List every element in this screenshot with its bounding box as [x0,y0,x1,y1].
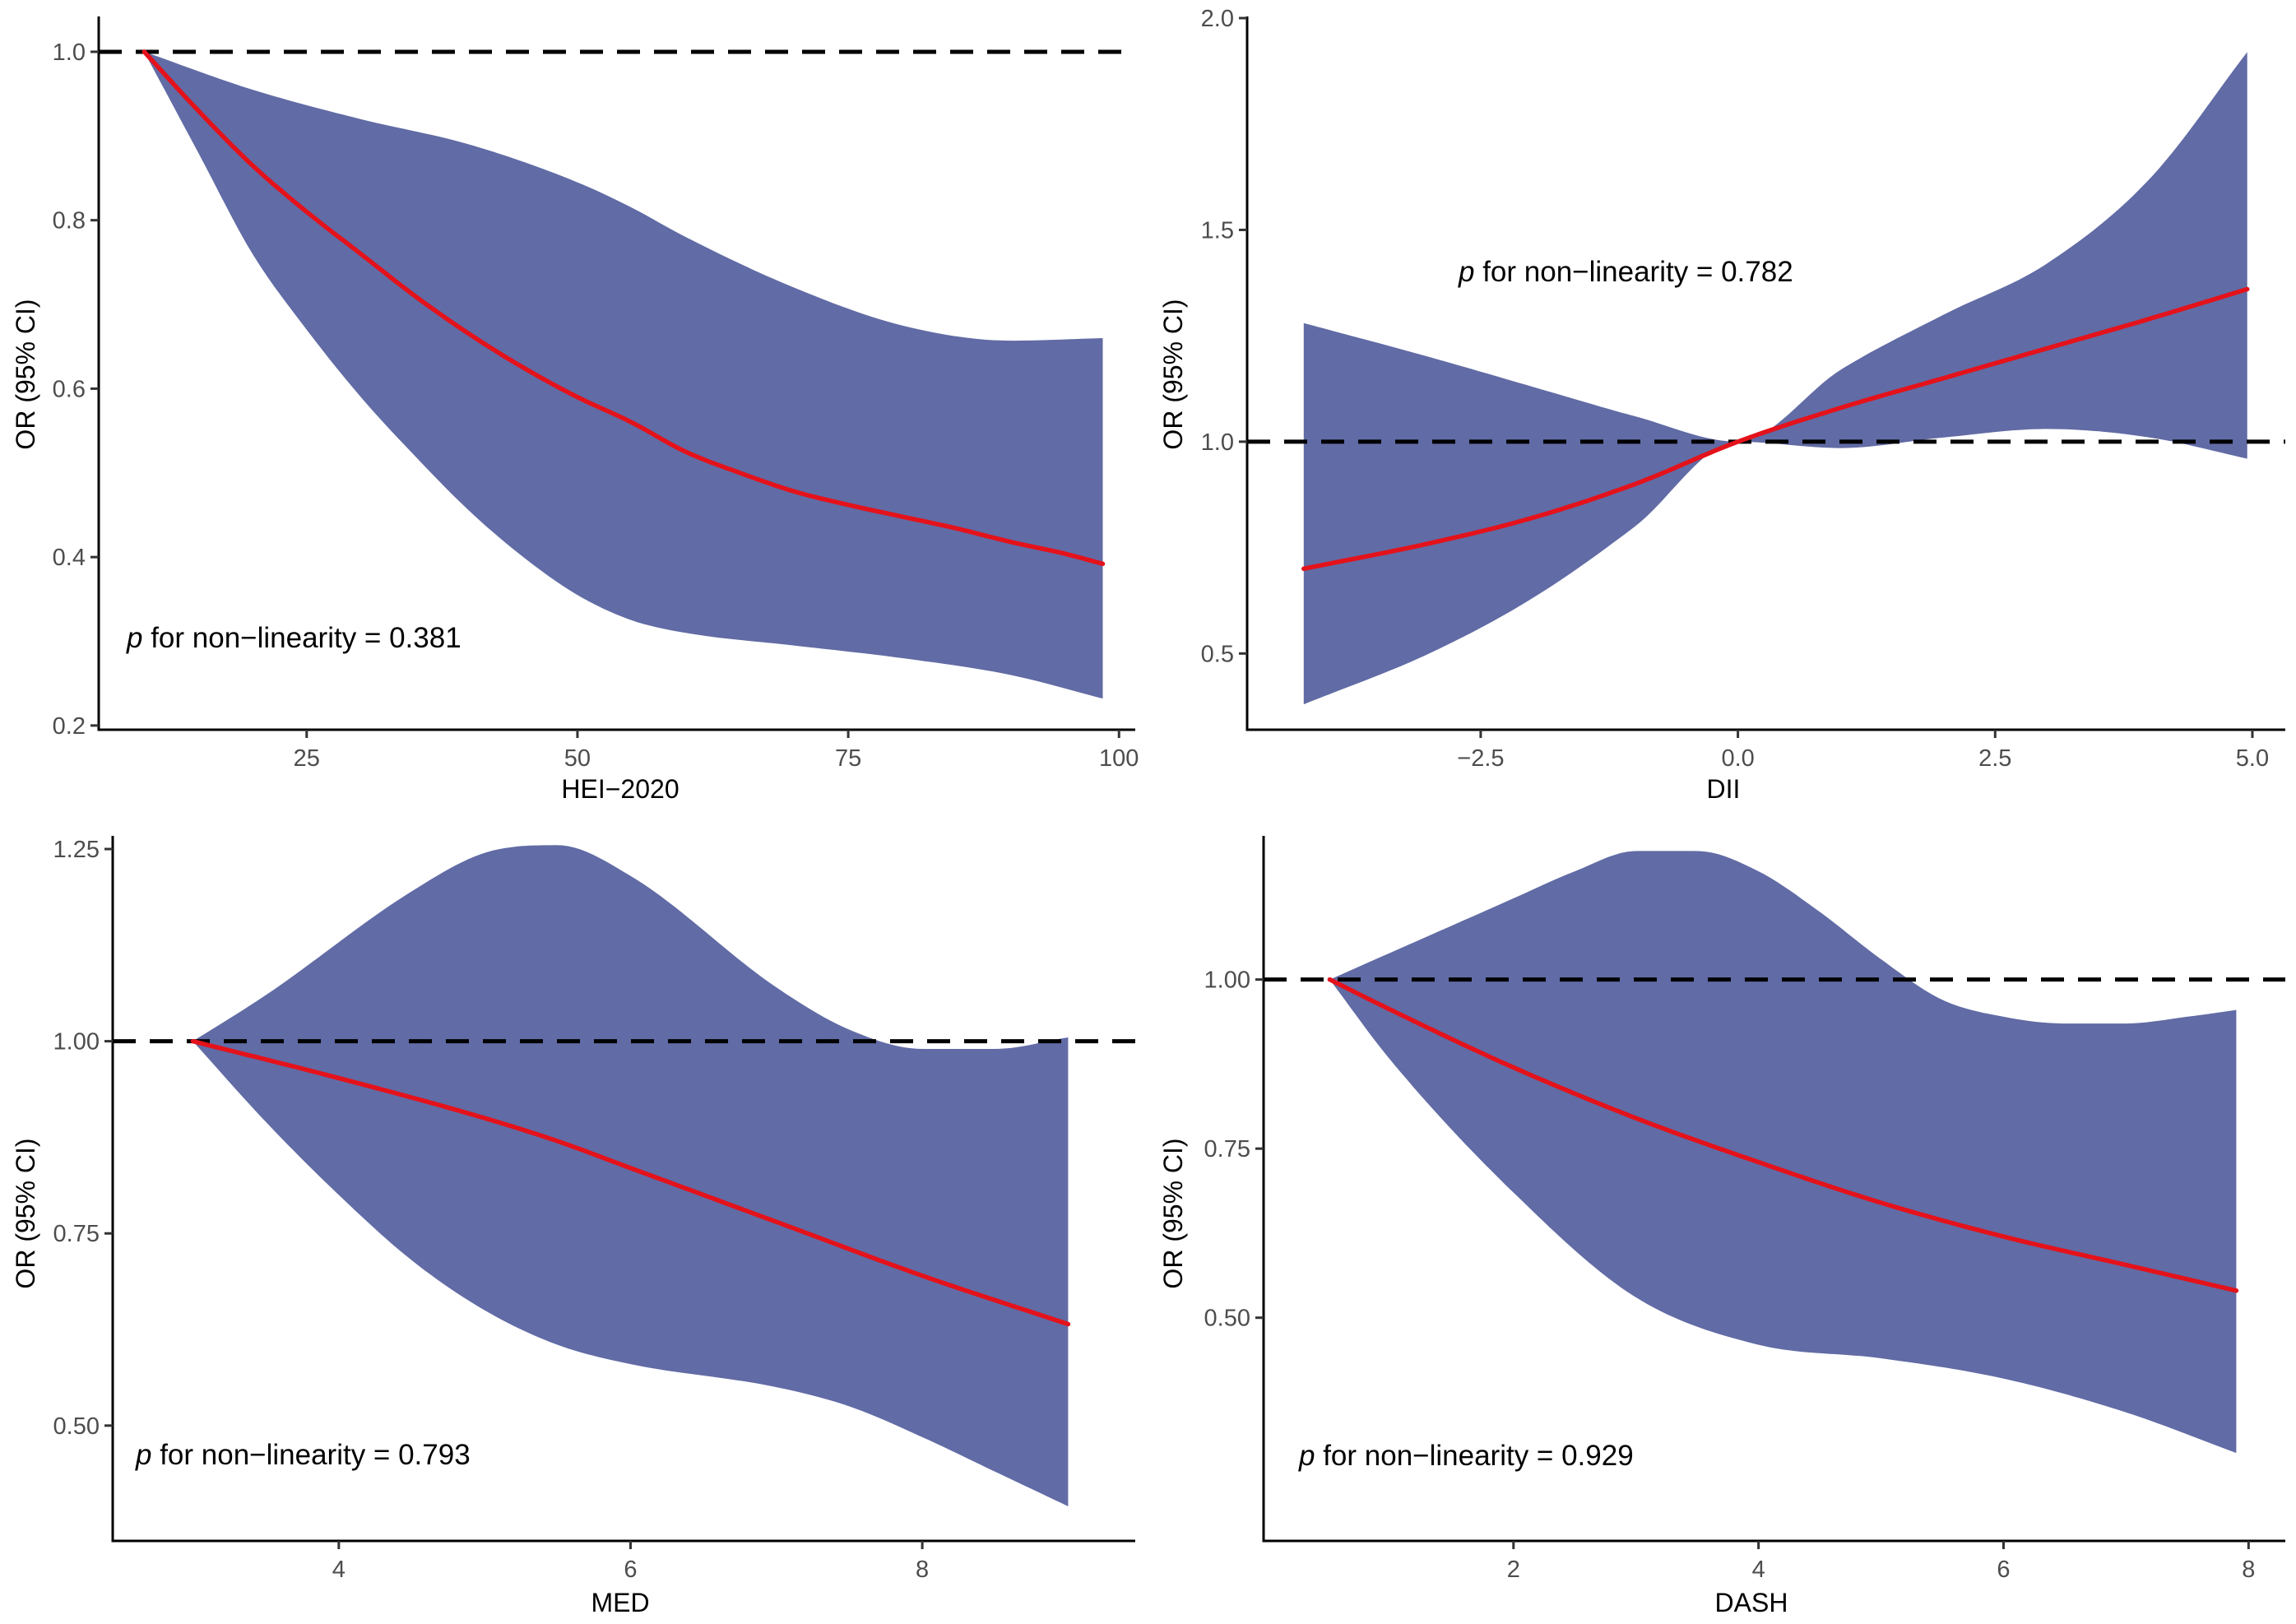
y-tick-label: 0.50 [1204,1306,1250,1332]
x-tick-label: 5.0 [2236,745,2269,772]
x-tick-label: 50 [564,745,591,772]
p-annotation: p for non−linearity = 0.782 [1458,256,1793,288]
x-axis-title: HEI−2020 [561,774,679,804]
x-axis-title: DII [1707,774,1741,804]
y-tick-label: 0.4 [53,545,86,571]
x-tick-label: −2.5 [1457,745,1504,772]
confidence-band [1329,851,2237,1454]
y-tick-label: 0.75 [53,1221,100,1247]
y-axis-title: OR (95% CI) [11,1138,40,1288]
or-line [1301,286,2250,572]
x-tick-label: 25 [294,745,320,772]
p-annotation: p for non−linearity = 0.381 [126,622,462,654]
x-tick-label: 6 [1997,1557,2010,1583]
x-tick-label: 4 [332,1557,346,1583]
confidence-band [192,845,1069,1506]
x-tick-label: 8 [916,1557,929,1583]
p-annotation: p for non−linearity = 0.793 [135,1439,471,1471]
or-line [190,1038,1071,1327]
y-tick-label: 1.0 [1201,429,1234,456]
panel-dash: 0.50 0.75 1.00 2 4 6 8 p for non−linearity = 0… [1158,836,2285,1617]
x-axis-title: MED [591,1588,649,1617]
panel-dii: 0.5 1.0 1.5 2.0 −2.5 0.0 2.5 5.0 p for non−line… [1158,6,2285,804]
x-tick-label: 2 [1507,1557,1520,1583]
panel-hei-2020: 0.2 0.4 0.6 0.8 1.0 25 50 75 100 p for non−linea… [11,16,1139,804]
y-tick-label: 0.5 [1201,641,1234,667]
y-axis-title: OR (95% CI) [1158,1138,1188,1288]
y-tick-label: 1.00 [1204,967,1250,994]
y-axis-title: OR (95% CI) [1158,299,1188,449]
y-axis-title: OR (95% CI) [11,299,40,449]
x-tick-label: 4 [1752,1557,1765,1583]
y-tick-label: 0.75 [1204,1136,1250,1162]
x-tick-label: 2.5 [1978,745,2011,772]
y-tick-label: 0.50 [53,1413,100,1440]
y-tick-label: 1.0 [53,39,86,66]
x-tick-label: 8 [2242,1557,2255,1583]
or-line [141,49,1106,567]
y-tick-label: 0.8 [53,208,86,234]
confidence-band [1303,52,2247,705]
panel-med: 0.50 0.75 1.00 1.25 4 6 8 p for non−linearity … [11,836,1135,1617]
y-tick-label: 1.00 [53,1029,100,1056]
y-tick-label: 1.5 [1201,217,1234,244]
y-tick-label: 2.0 [1201,6,1234,32]
confidence-band [144,51,1103,699]
x-tick-label: 0.0 [1721,745,1754,772]
x-tick-label: 75 [835,745,861,772]
y-tick-label: 0.6 [53,376,86,402]
or-line [1327,977,2239,1293]
y-tick-label: 0.2 [53,713,86,740]
x-axis-title: DASH [1715,1588,1788,1617]
y-tick-label: 1.25 [53,837,100,863]
x-tick-label: 6 [624,1557,637,1583]
x-tick-label: 100 [1099,745,1139,772]
p-annotation: p for non−linearity = 0.929 [1298,1440,1634,1472]
